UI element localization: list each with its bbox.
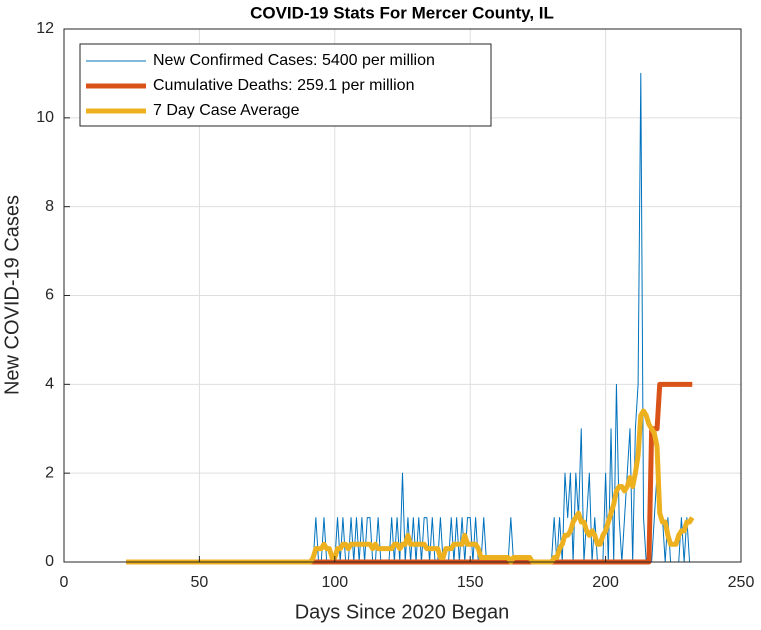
y-tick-label: 6 bbox=[45, 287, 54, 304]
y-tick-label: 8 bbox=[45, 198, 54, 215]
y-tick-label: 0 bbox=[45, 553, 54, 570]
x-tick-label: 200 bbox=[592, 574, 619, 591]
chart-title: COVID-19 Stats For Mercer County, IL bbox=[250, 3, 554, 22]
x-tick-label: 50 bbox=[191, 574, 209, 591]
y-axis-label: New COVID-19 Cases bbox=[1, 195, 23, 395]
legend-label: New Confirmed Cases: 5400 per million bbox=[153, 52, 435, 69]
legend-box bbox=[79, 43, 492, 127]
x-tick-label: 150 bbox=[457, 574, 484, 591]
legend: New Confirmed Cases: 5400 per million Cum… bbox=[79, 43, 492, 127]
y-tick-label: 12 bbox=[36, 20, 54, 37]
y-tick-label: 2 bbox=[45, 464, 54, 481]
legend-label: Cumulative Deaths: 259.1 per million bbox=[153, 77, 414, 94]
ticks: 0 50 100 150 200 250 0 2 4 6 8 10 12 bbox=[36, 20, 754, 591]
y-tick-label: 4 bbox=[45, 376, 54, 393]
x-axis-label: Days Since 2020 Began bbox=[295, 601, 510, 623]
y-tick-label: 10 bbox=[36, 109, 54, 126]
x-tick-label: 250 bbox=[728, 574, 755, 591]
x-tick-label: 100 bbox=[321, 574, 348, 591]
x-tick-label: 0 bbox=[60, 574, 69, 591]
legend-label: 7 Day Case Average bbox=[153, 102, 300, 119]
